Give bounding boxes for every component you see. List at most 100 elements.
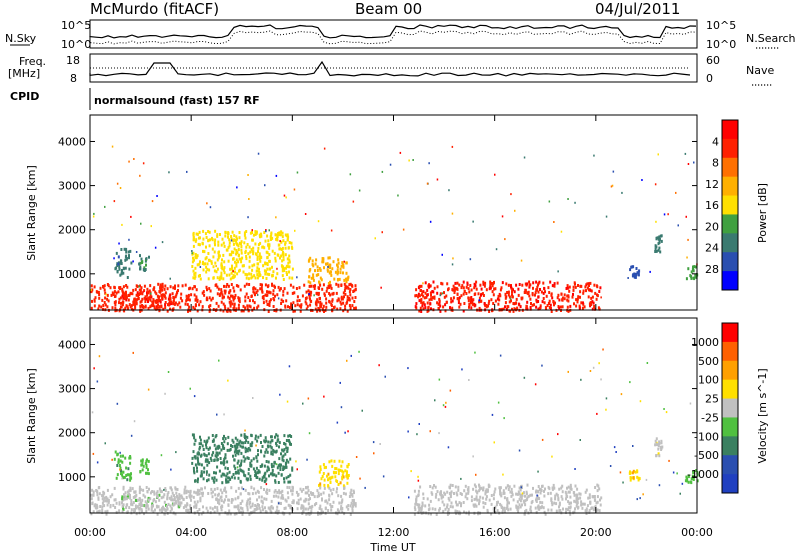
echo-cell xyxy=(155,307,158,311)
echo-cell xyxy=(285,266,287,270)
echo-cell xyxy=(205,236,208,239)
echo-cell xyxy=(339,307,342,311)
echo-cell xyxy=(121,497,124,501)
echo-cell xyxy=(334,270,337,274)
echo-cell xyxy=(583,305,586,309)
echo-cell xyxy=(225,490,228,494)
noise-dot xyxy=(135,251,138,253)
echo-cell xyxy=(319,486,322,490)
echo-cell xyxy=(536,490,539,494)
echo-cell xyxy=(288,486,291,490)
echo-cell xyxy=(285,458,288,462)
echo-cell xyxy=(107,299,110,303)
echo-cell xyxy=(155,491,158,495)
noise-dot xyxy=(223,413,225,416)
echo-cell xyxy=(286,257,289,261)
y-tick-label: 3000 xyxy=(58,180,86,193)
echo-cell xyxy=(223,271,226,275)
echo-cell xyxy=(200,463,203,467)
echo-cell xyxy=(149,491,152,495)
noise-dot xyxy=(373,452,375,455)
echo-cell xyxy=(128,506,131,510)
echo-cell xyxy=(210,260,213,264)
echo-cell xyxy=(182,497,185,501)
echo-cell xyxy=(205,270,208,274)
echo-cell xyxy=(526,300,529,304)
echo-cell xyxy=(452,296,455,300)
echo-cell xyxy=(90,512,93,516)
echo-cell xyxy=(539,288,541,291)
echo-cell xyxy=(577,295,580,299)
echo-cell xyxy=(659,445,662,449)
echo-cell xyxy=(264,293,267,297)
echo-cell xyxy=(182,506,185,510)
echo-cell xyxy=(655,437,658,441)
echo-cell xyxy=(505,486,508,490)
echo-cell xyxy=(415,495,418,499)
echo-cell xyxy=(189,492,192,496)
echo-cell xyxy=(554,494,557,498)
echo-cell xyxy=(202,448,205,451)
echo-cell xyxy=(163,287,166,291)
echo-cell xyxy=(352,503,355,507)
noise-dot xyxy=(257,152,260,155)
echo-cell xyxy=(658,454,661,458)
echo-cell xyxy=(490,298,493,302)
echo-cell xyxy=(556,493,559,497)
echo-cell xyxy=(416,503,419,507)
echo-cell xyxy=(346,465,349,469)
echo-cell xyxy=(510,285,512,289)
echo-cell xyxy=(463,489,466,493)
noise-dot xyxy=(429,220,432,223)
echo-cell xyxy=(285,439,288,442)
echo-cell xyxy=(243,241,246,245)
echo-cell xyxy=(206,458,209,462)
echo-cell xyxy=(687,475,690,479)
noise-dot xyxy=(265,483,268,486)
echo-cell xyxy=(242,441,245,445)
noise-dot xyxy=(140,222,142,225)
colorbar-frame xyxy=(721,119,739,291)
echo-cell xyxy=(139,470,142,474)
echo-cell xyxy=(119,466,122,470)
echo-cell xyxy=(237,507,240,511)
echo-cell xyxy=(473,302,476,306)
echo-cell xyxy=(307,289,310,293)
echo-cell xyxy=(323,266,325,270)
echo-cell xyxy=(220,499,223,503)
echo-cell xyxy=(322,283,325,287)
echo-cell xyxy=(305,307,308,311)
echo-cell xyxy=(281,259,284,263)
echo-cell xyxy=(235,237,238,241)
echo-cell xyxy=(456,510,459,514)
echo-cell xyxy=(693,277,696,281)
echo-cell xyxy=(547,286,550,290)
echo-cell xyxy=(419,306,422,310)
noise-dot xyxy=(418,423,420,425)
echo-cell xyxy=(213,443,216,447)
echo-cell xyxy=(159,286,162,290)
echo-cell xyxy=(261,478,264,482)
noise-dot xyxy=(636,498,638,501)
echo-cell xyxy=(340,494,343,498)
echo-cell xyxy=(228,297,231,300)
echo-cell xyxy=(140,503,143,507)
noise-dot xyxy=(293,188,296,191)
echo-cell xyxy=(126,305,129,309)
echo-cell xyxy=(249,305,252,309)
echo-cell xyxy=(344,277,347,281)
echo-cell xyxy=(223,304,226,308)
noise-dot xyxy=(472,220,474,223)
echo-cell xyxy=(501,506,503,509)
echo-cell xyxy=(126,478,129,482)
echo-cell xyxy=(271,265,273,269)
echo-cell xyxy=(216,258,219,262)
echo-cell xyxy=(174,501,177,505)
noise-dot xyxy=(247,174,249,176)
echo-cell xyxy=(507,488,510,491)
echo-cell xyxy=(414,508,417,512)
echo-cell xyxy=(257,304,260,308)
echo-cell xyxy=(247,477,250,481)
echo-cell xyxy=(228,476,231,480)
echo-cell xyxy=(90,493,93,497)
